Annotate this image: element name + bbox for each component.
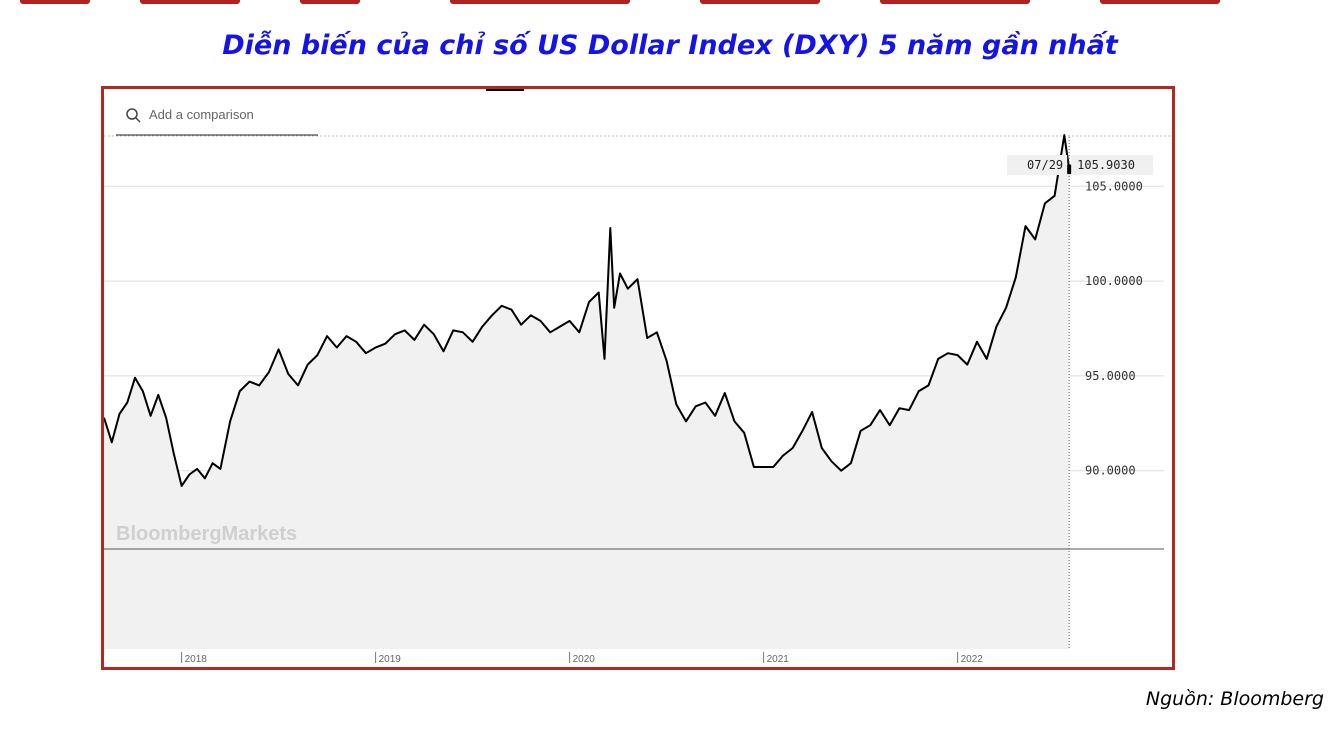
chart-title: Diễn biến của chỉ số US Dollar Index (DX… [222, 30, 1118, 61]
watermark-group: BloombergMarkets [116, 523, 297, 545]
x-tick-label: 2018 [185, 654, 208, 665]
x-tick-label: 2020 [573, 654, 596, 665]
y-tick-label: 100.0000 [1085, 274, 1143, 288]
dxy-chart: Add a comparison BloombergMarkets 07/29 … [103, 87, 1172, 665]
last-value-box: 07/29 105.9030 [1007, 155, 1154, 175]
y-tick-label: 105.0000 [1085, 179, 1143, 193]
chart-frame: Add a comparison BloombergMarkets 07/29 … [101, 86, 1175, 670]
source-note: Nguồn: Bloomberg [1145, 688, 1324, 710]
x-axis: 2018 2019 2020 2021 2022 [181, 652, 984, 665]
x-tick-label: 2021 [767, 654, 790, 665]
series-line [103, 134, 1071, 487]
search-icon-handle [134, 116, 141, 123]
y-tick-label: 95.0000 [1085, 369, 1136, 383]
search-bar[interactable]: Add a comparison [116, 107, 318, 136]
watermark: BloombergMarkets [116, 523, 297, 545]
top-strip [0, 0, 1340, 10]
search-icon [126, 108, 138, 120]
x-tick-label: 2019 [379, 654, 402, 665]
last-date-label: 07/29 [1027, 158, 1063, 172]
series-area [104, 135, 1070, 650]
last-date-box [1007, 155, 1068, 175]
y-tick-label: 90.0000 [1085, 464, 1136, 478]
x-tick-label: 2022 [961, 654, 984, 665]
last-value-label: 105.9030 [1077, 158, 1135, 172]
y-axis: 105.0000 100.0000 95.0000 90.0000 [1085, 179, 1143, 477]
last-value-box-bg [1071, 155, 1154, 175]
search-input[interactable]: Add a comparison [149, 107, 254, 122]
